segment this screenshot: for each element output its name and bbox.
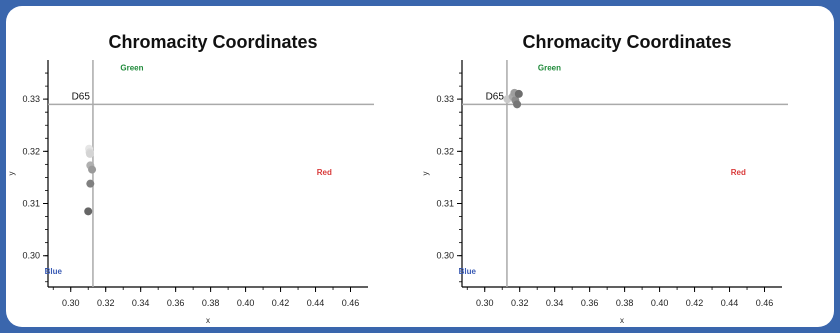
x-tick-label: 0.32 [97,298,115,308]
x-tick-label: 0.44 [307,298,325,308]
x-tick-label: 0.38 [616,298,634,308]
x-axis-label: x [620,316,624,325]
y-tick-label: 0.31 [436,199,454,209]
annotation-blue: Blue [45,267,63,276]
y-tick-label: 0.33 [436,94,454,104]
chart-panel-right: Chromacity Coordinates 0.30 0.32 0.34 0.36 0… [420,6,834,327]
x-tick-label: 0.46 [342,298,360,308]
reference-label: D65 [486,91,505,102]
data-point [514,89,523,98]
x-tick-label: 0.46 [756,298,774,308]
chart-title: Chromacity Coordinates [522,32,732,52]
x-tick-label: 0.40 [651,298,669,308]
data-point [513,100,522,109]
y-tick-label: 0.31 [22,199,40,209]
y-tick-label: 0.32 [436,146,454,156]
y-axis-label: y [421,172,430,176]
y-tick-label: 0.33 [22,94,40,104]
x-tick-label: 0.42 [272,298,290,308]
y-tick-label: 0.30 [22,251,40,261]
x-tick-label: 0.40 [237,298,255,308]
annotation-green: Green [120,63,143,72]
x-tick-label: 0.38 [202,298,220,308]
x-tick-label: 0.30 [476,298,494,308]
y-tick-label: 0.32 [22,146,40,156]
x-tick-label: 0.30 [62,298,80,308]
x-tick-label: 0.36 [581,298,599,308]
annotation-green: Green [538,63,561,72]
x-tick-label: 0.34 [132,298,150,308]
annotation-blue: Blue [459,267,477,276]
x-tick-label: 0.32 [511,298,529,308]
chromaticity-chart-left: 0.30 0.32 0.34 0.36 0.38 0.40 0.42 0.44 0.46 0.30… [7,60,374,325]
x-tick-label: 0.44 [721,298,739,308]
reference-label: D65 [72,91,91,102]
y-axis-label: y [7,172,16,176]
chromaticity-chart-right: 0.30 0.32 0.34 0.36 0.38 0.40 0.42 0.44 0.46 0.30… [421,60,788,325]
chart-panel-left: Chromacity Coordinates 0.30 0.32 0.34 0.36 0… [6,6,420,327]
annotation-red: Red [317,168,332,177]
x-axis-label: x [206,316,210,325]
x-tick-label: 0.36 [167,298,185,308]
data-point [88,165,97,174]
data-point [85,149,94,158]
app-frame: Chromacity Coordinates 0.30 0.32 0.34 0.36 0… [6,6,834,327]
annotation-red: Red [731,168,746,177]
chart-title: Chromacity Coordinates [108,32,318,52]
x-tick-label: 0.42 [686,298,704,308]
x-tick-label: 0.34 [546,298,564,308]
data-point [84,207,93,216]
data-point [86,179,95,188]
y-tick-label: 0.30 [436,251,454,261]
